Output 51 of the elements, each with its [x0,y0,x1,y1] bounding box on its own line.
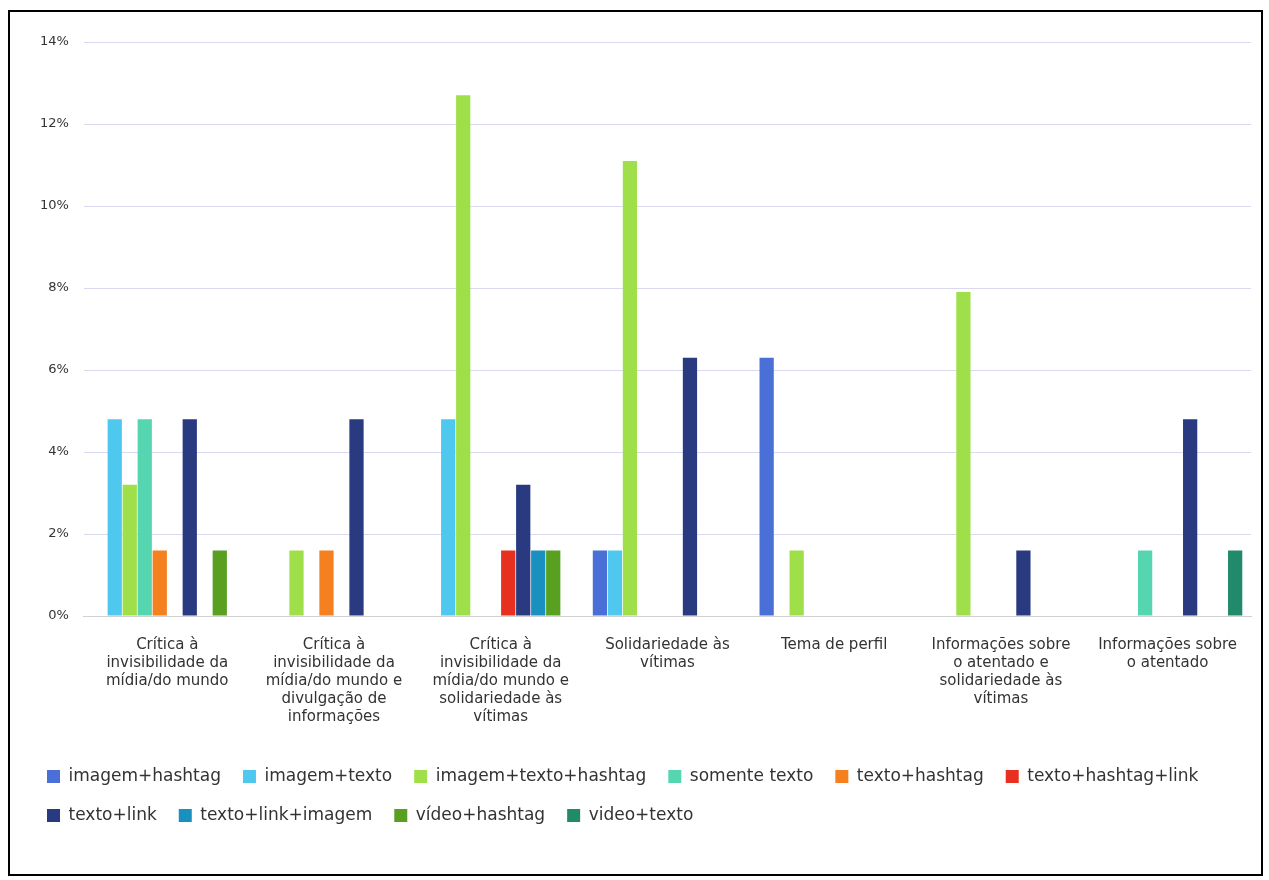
bar [1138,550,1153,616]
y-tick-label: 14% [39,33,69,49]
x-tick-label: Crítica à invisibilidade da mídia/do mundo e solidariedade às vítimas [432,634,569,725]
bar [956,292,971,616]
bar [319,550,334,616]
bar [107,419,122,616]
bar [212,550,227,616]
legend-label: video+texto [588,803,694,824]
bar [456,95,471,616]
legend-label: texto+hashtag [856,764,984,785]
bar [441,419,456,616]
y-tick-label: 8% [48,279,69,295]
x-tick-label: Tema de perfil [779,634,888,653]
bar [289,550,304,616]
bar [182,419,197,616]
x-tick-label: Crítica à invisibilidade da mídia/do mundo e divulgação de informações [265,634,403,725]
bar [122,484,137,616]
legend-label: somente texto [689,764,814,785]
legend-label: imagem+texto [264,764,393,785]
bar [789,550,804,616]
bar [1228,550,1243,616]
y-tick-label: 6% [48,361,69,377]
bar [592,550,608,616]
legend-label: texto+hashtag+link [1027,764,1199,785]
bar [1016,550,1031,616]
legend-label: texto+link+imagem [200,803,373,824]
x-tick-label: Informações sobre o atentado [1098,634,1238,671]
y-tick-label: 2% [48,525,69,541]
bar [531,550,546,616]
bar [349,419,364,616]
legend-label: texto+link [68,803,157,824]
legend-label: imagem+texto+hashtag [435,764,647,785]
x-tick-label: Crítica à invisibilidade da mídia/do mundo [106,634,229,689]
bar [152,550,167,616]
y-tick-label: 4% [48,443,69,459]
bar [622,160,638,616]
y-tick-label: 10% [39,197,69,213]
x-tick-label: Solidariedade às vítimas [605,634,730,671]
bar [682,357,698,616]
y-tick-label: 0% [48,607,69,623]
bar [516,484,531,616]
legend-label: imagem+hashtag [68,764,221,785]
bar [607,550,623,616]
legend-label: vídeo+hashtag [415,803,546,824]
bar [759,357,774,616]
y-tick-label: 12% [39,115,69,131]
bar [137,419,152,616]
bar [546,550,561,616]
bar [1183,419,1198,616]
x-tick-label: Informações sobre o atentado e solidariedade às vítimas [931,634,1071,707]
bar [501,550,516,616]
